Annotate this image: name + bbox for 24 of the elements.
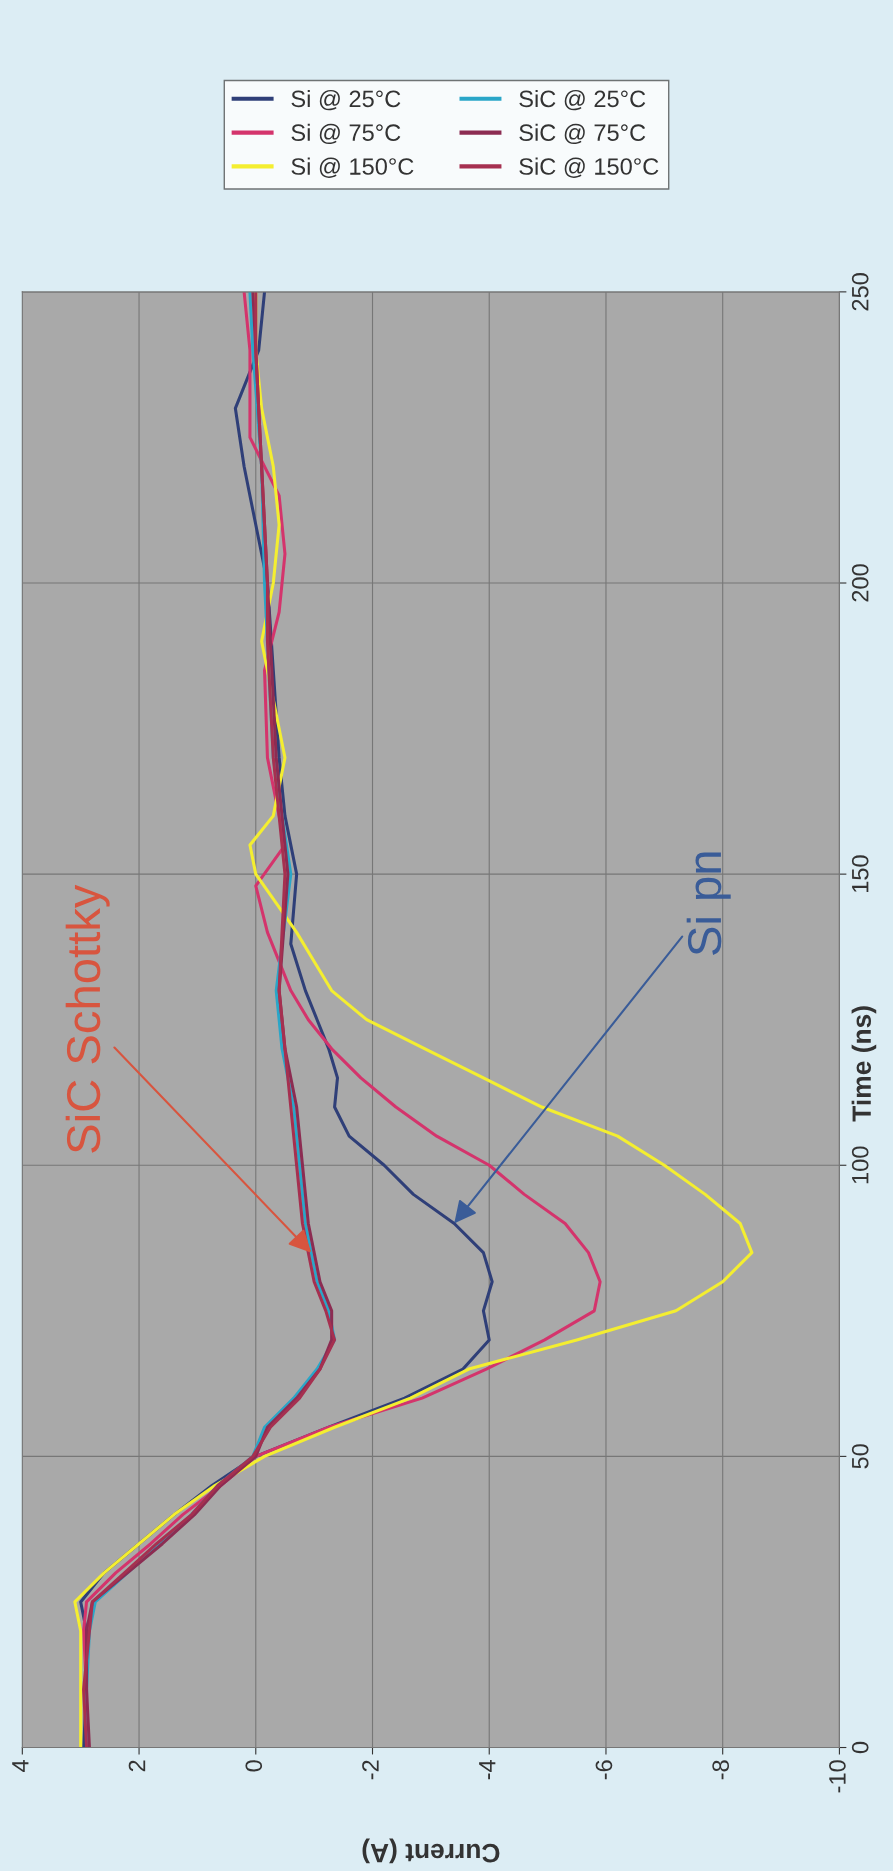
legend-label: Si @ 75°C: [291, 123, 401, 145]
x-tick-label: -10: [829, 1760, 846, 1793]
y-tick-label: 200: [851, 564, 869, 602]
y-tick-label: 0: [851, 1741, 869, 1754]
y-tick-label: 250: [851, 273, 869, 311]
x-tick-label: 0: [245, 1760, 263, 1772]
annotation: SiC Schottky: [65, 884, 110, 1153]
x-tick-label: 2: [128, 1760, 146, 1772]
x-tick-label: 4: [12, 1760, 29, 1772]
legend-label: SiC @ 75°C: [519, 123, 646, 145]
x-tick-label: -6: [595, 1760, 613, 1780]
legend-label: SiC @ 150°C: [519, 157, 659, 178]
y-axis-title: Time (ns): [851, 1006, 877, 1122]
x-tick-label: -8: [712, 1760, 730, 1780]
legend-label: SiC @ 25°C: [519, 89, 646, 111]
y-tick-label: 100: [851, 1146, 869, 1184]
x-tick-label: -2: [362, 1760, 379, 1780]
annotation: Si pn: [686, 852, 731, 955]
x-tick-label: -4: [479, 1760, 496, 1780]
x-axis-title: Current (A): [362, 1838, 500, 1864]
y-tick-label: 50: [851, 1444, 869, 1469]
legend-label: Si @ 25°C: [291, 89, 401, 111]
y-tick-label: 150: [851, 855, 869, 893]
legend-label: Si @ 150°C: [291, 157, 414, 178]
